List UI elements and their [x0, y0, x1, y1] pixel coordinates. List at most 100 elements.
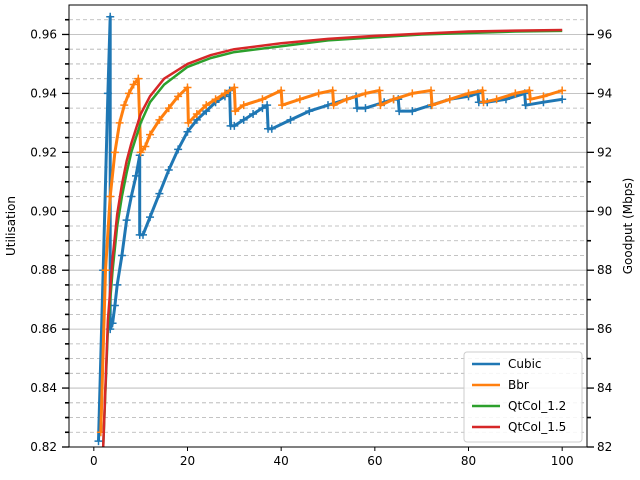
data-point-bbr — [101, 266, 110, 275]
data-point-bbr — [445, 95, 454, 104]
data-point-bbr — [211, 95, 220, 104]
y-axis-label: Utilisation — [4, 196, 18, 256]
data-point-cubic — [113, 280, 122, 289]
legend-label-cubic: Cubic — [508, 357, 542, 371]
data-point-bbr — [183, 83, 192, 92]
data-point-bbr — [278, 101, 287, 110]
y-right-tick-label: 84 — [597, 381, 612, 395]
data-point-bbr — [558, 86, 567, 95]
y-tick-label: 0.88 — [30, 263, 57, 277]
data-point-bbr — [258, 95, 267, 104]
data-point-bbr — [511, 89, 520, 98]
x-tick-label: 80 — [461, 454, 476, 468]
data-point-bbr — [192, 110, 201, 119]
data-point-bbr — [342, 95, 351, 104]
data-point-bbr — [115, 118, 124, 127]
x-tick-label: 100 — [551, 454, 574, 468]
data-point-bbr — [408, 89, 417, 98]
data-point-bbr — [427, 86, 436, 95]
data-point-cubic — [108, 319, 117, 328]
data-point-cubic — [103, 89, 112, 98]
data-point-cubic — [263, 101, 272, 110]
data-point-cubic — [164, 166, 173, 175]
data-point-bbr — [329, 101, 338, 110]
data-point-bbr — [110, 148, 119, 157]
data-point-bbr — [220, 89, 229, 98]
y-right-tick-label: 82 — [597, 440, 612, 454]
y-tick-label: 0.96 — [30, 27, 57, 41]
data-point-bbr — [389, 95, 398, 104]
data-point-bbr — [202, 101, 211, 110]
x-tick-label: 40 — [274, 454, 289, 468]
data-point-bbr — [174, 92, 183, 101]
data-point-cubic — [94, 437, 103, 446]
data-point-cubic — [558, 95, 567, 104]
data-point-bbr — [136, 148, 145, 157]
series-line-qtcol-1-5 — [101, 28, 563, 448]
data-point-cubic — [521, 101, 530, 110]
data-point-bbr — [361, 89, 370, 98]
y-right-tick-label: 94 — [597, 86, 612, 100]
data-point-cubic — [110, 301, 119, 310]
y-tick-label: 0.84 — [30, 381, 57, 395]
data-point-bbr — [164, 104, 173, 113]
plot-layer — [94, 12, 567, 448]
data-point-cubic — [353, 104, 362, 113]
y-tick-label: 0.86 — [30, 322, 57, 336]
data-point-bbr — [277, 86, 286, 95]
legend-label-bbr: Bbr — [508, 378, 529, 392]
data-point-cubic — [117, 251, 126, 260]
data-point-cubic — [395, 107, 404, 116]
data-point-cubic — [183, 127, 192, 136]
y-tick-label: 0.82 — [30, 440, 57, 454]
data-point-cubic — [239, 115, 248, 124]
data-point-cubic — [305, 107, 314, 116]
data-point-cubic — [106, 12, 115, 21]
y-right-tick-label: 88 — [597, 263, 612, 277]
data-point-bbr — [478, 86, 487, 95]
data-point-bbr — [427, 101, 436, 110]
data-point-cubic — [286, 115, 295, 124]
y-right-tick-label: 92 — [597, 145, 612, 159]
legend: Cubic Bbr QtCol_1.2 QtCol_1.5 — [463, 351, 583, 443]
y-right-tick-label: 86 — [597, 322, 612, 336]
x-tick-label: 20 — [180, 454, 195, 468]
data-point-cubic — [131, 171, 140, 180]
y-tick-label: 0.90 — [30, 204, 57, 218]
data-point-cubic — [174, 145, 183, 154]
data-point-bbr — [155, 115, 164, 124]
data-point-bbr — [375, 86, 384, 95]
data-point-bbr — [124, 89, 133, 98]
data-point-bbr — [492, 95, 501, 104]
legend-label-qtcol-1-2: QtCol_1.2 — [508, 399, 566, 413]
data-point-cubic — [146, 213, 155, 222]
y-tick-label: 0.94 — [30, 86, 57, 100]
y-tick-label: 0.92 — [30, 145, 57, 159]
y-right-tick-label: 90 — [597, 204, 612, 218]
data-point-cubic — [361, 104, 370, 113]
data-point-bbr — [314, 89, 323, 98]
y-right-tick-label: 96 — [597, 27, 612, 41]
grid-layer — [69, 19, 587, 448]
x-tick-label: 60 — [367, 454, 382, 468]
data-point-cubic — [139, 230, 147, 239]
data-point-bbr — [539, 92, 548, 101]
data-point-bbr — [526, 95, 535, 104]
data-point-bbr — [106, 192, 115, 201]
data-point-bbr — [141, 142, 150, 151]
data-point-bbr — [295, 95, 304, 104]
data-point-bbr — [525, 86, 534, 95]
data-point-bbr — [134, 74, 143, 83]
data-point-bbr — [479, 98, 488, 107]
data-point-cubic — [155, 189, 164, 198]
data-point-cubic — [249, 110, 258, 119]
legend-label-qtcol-1-5: QtCol_1.5 — [508, 420, 566, 434]
data-point-cubic — [230, 121, 239, 130]
data-point-bbr — [146, 130, 155, 139]
data-point-cubic — [258, 104, 267, 113]
data-point-cubic — [267, 124, 276, 133]
data-point-bbr — [120, 101, 129, 110]
data-point-bbr — [184, 118, 193, 127]
data-point-cubic — [127, 192, 136, 201]
